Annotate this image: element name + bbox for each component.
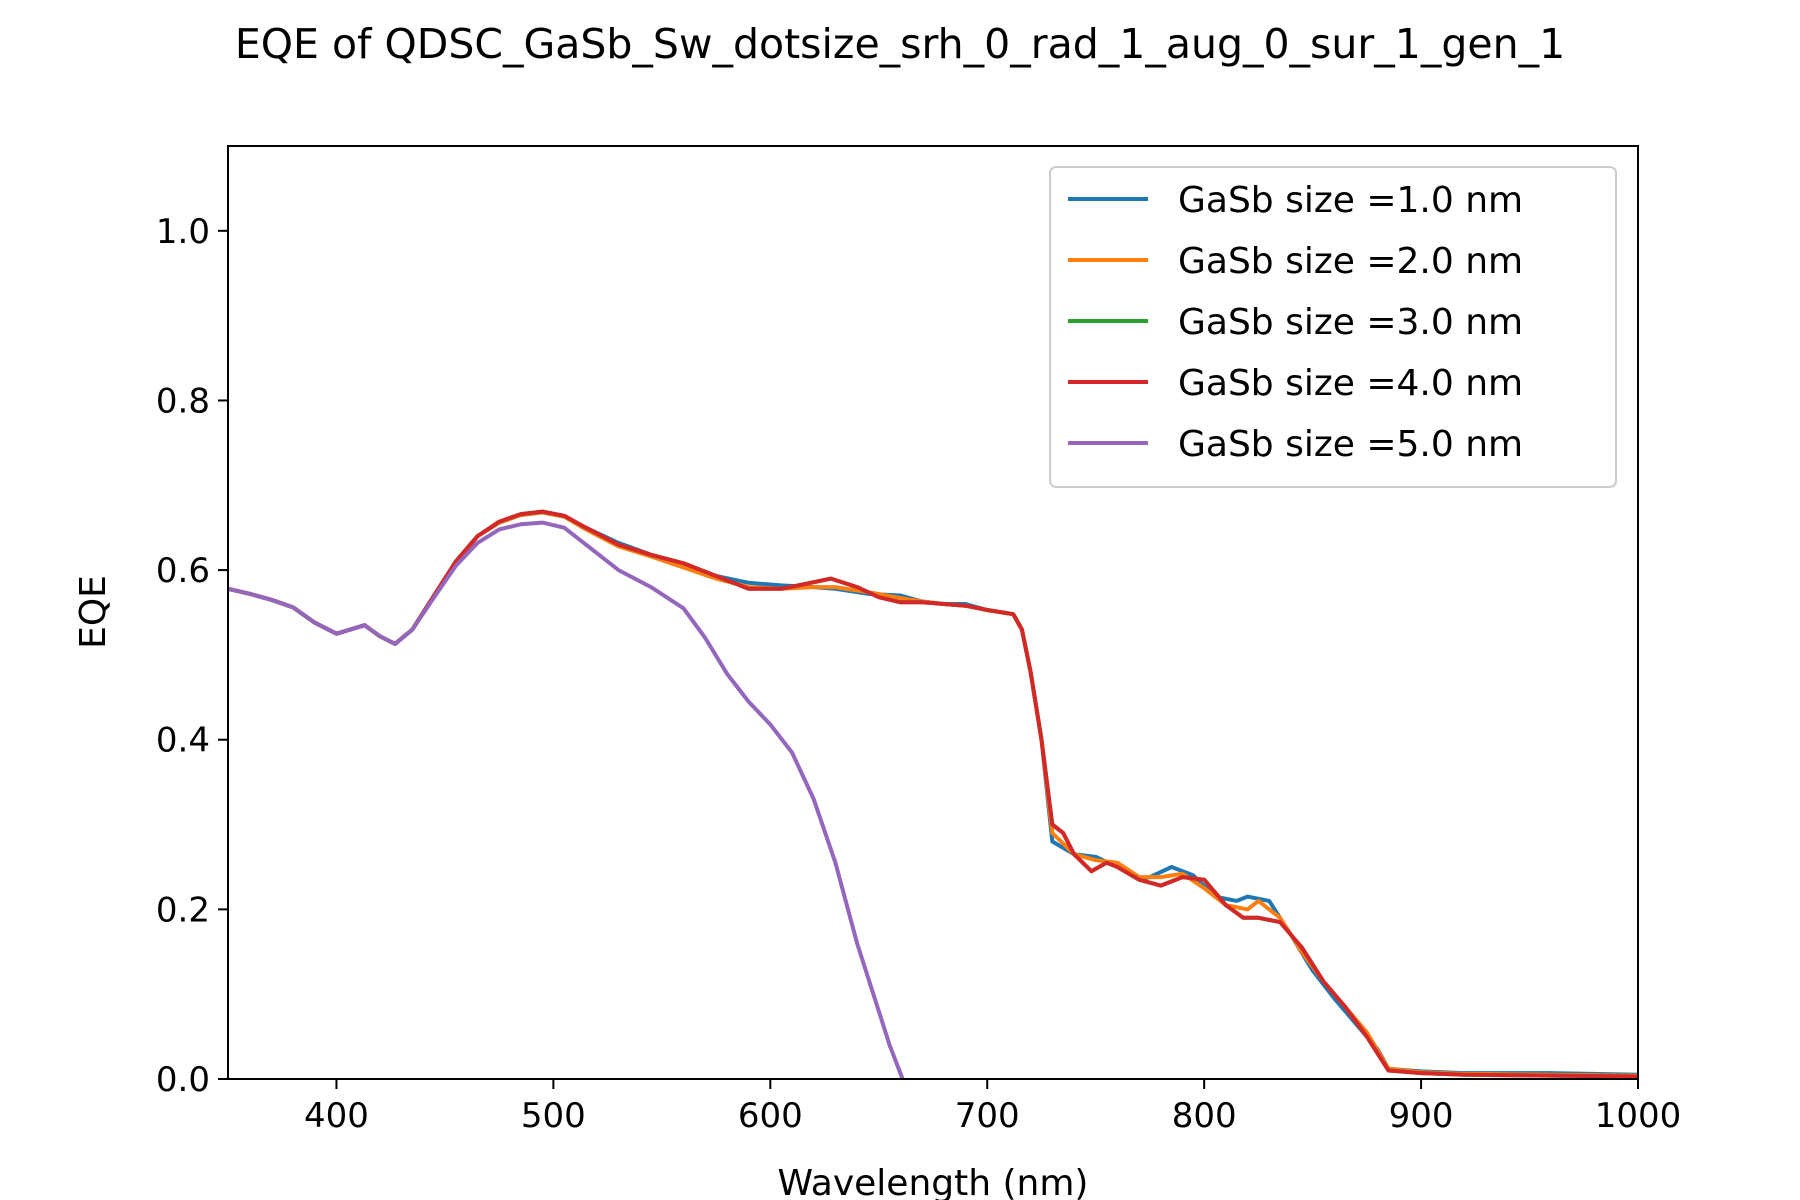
x-tick-label: 800 [1172,1096,1237,1136]
x-tick-label: 700 [955,1096,1020,1136]
x-tick-label: 1000 [1595,1096,1682,1136]
legend-box [1049,166,1617,488]
legend: GaSb size =1.0 nm GaSb size =2.0 nm GaSb s… [1049,166,1617,488]
series-line-1 [228,510,1638,1077]
x-tick-label: 900 [1389,1096,1454,1136]
legend-label-3: GaSb size =3.0 nm [1178,302,1523,343]
y-tick-label: 0.0 [156,1060,210,1100]
y-axis-ticks: 0.0 0.2 0.4 0.6 0.8 1.0 [156,212,228,1100]
series-line-3 [228,509,1638,1079]
x-tick-label: 600 [738,1096,803,1136]
legend-label-1: GaSb size =1.0 nm [1178,180,1523,221]
plot-frame [227,145,1639,1080]
y-axis-label: EQE [73,575,114,649]
chart-title: EQE of QDSC_GaSb_Sw_dotsize_srh_0_rad_1_… [235,20,1565,68]
x-tick-label: 500 [521,1096,586,1136]
y-tick-label: 0.8 [156,381,210,421]
legend-label-5: GaSb size =5.0 nm [1178,424,1523,465]
y-tick-label: 1.0 [156,212,210,252]
x-tick-label: 400 [304,1096,369,1136]
y-tick-label: 0.2 [156,890,210,930]
plot-area [227,145,1639,1080]
legend-label-2: GaSb size =2.0 nm [1178,241,1523,282]
x-axis-ticks: 400 500 600 700 800 900 1000 [304,1079,1681,1136]
x-axis-label: Wavelength (nm) [778,1163,1089,1200]
y-tick-label: 0.4 [156,721,210,761]
series-line-5 [228,520,905,1079]
series-layer [228,509,1638,1079]
y-tick-label: 0.6 [156,551,210,591]
series-line-2 [228,510,1638,1078]
series-line-4 [228,509,1638,1079]
legend-label-4: GaSb size =4.0 nm [1178,363,1523,404]
